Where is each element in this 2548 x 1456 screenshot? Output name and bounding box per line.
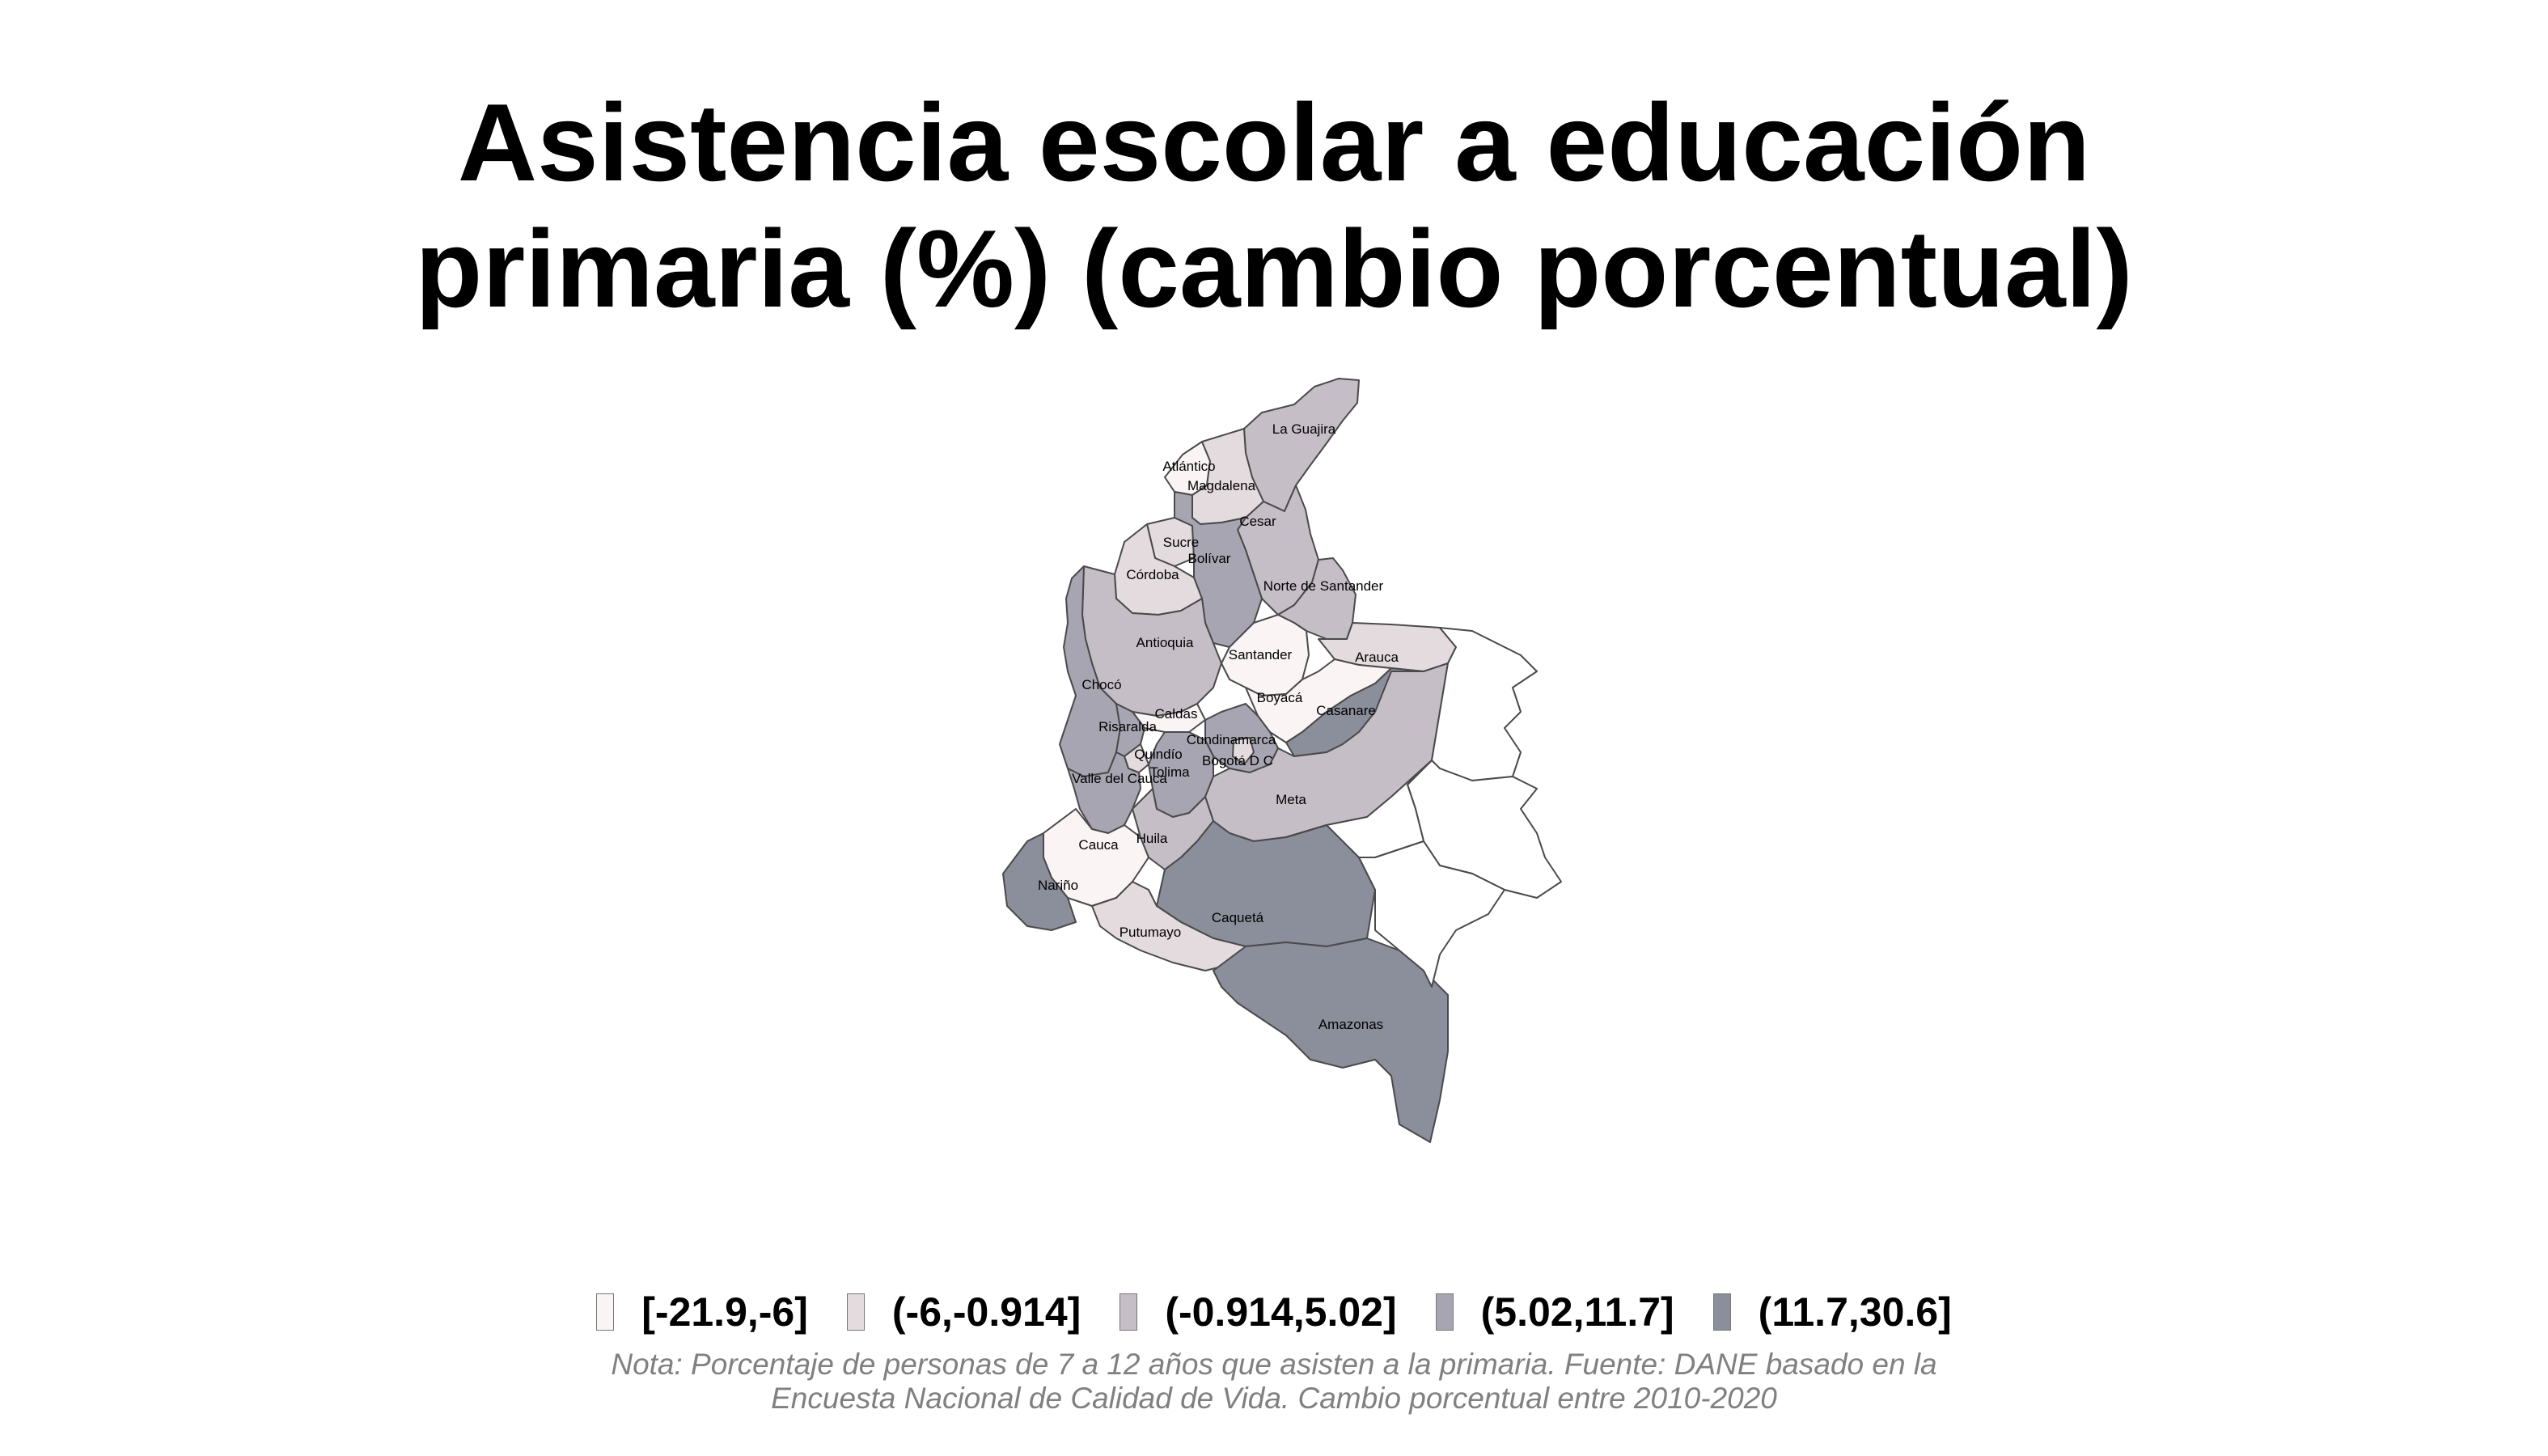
department-label: Córdoba bbox=[1126, 567, 1179, 582]
department-label: Valle del Cauca bbox=[1072, 771, 1167, 786]
department-label: Boyacá bbox=[1257, 690, 1303, 705]
department-label: Risaralda bbox=[1098, 719, 1157, 734]
department-label: Atlántico bbox=[1162, 459, 1215, 474]
legend-label: (11.7,30.6] bbox=[1759, 1289, 1952, 1335]
department-label: Magdalena bbox=[1187, 478, 1256, 493]
source-note-line-2: Encuesta Nacional de Calidad de Vida. Ca… bbox=[0, 1382, 2548, 1416]
department-label: Cauca bbox=[1078, 837, 1119, 853]
department-label: Meta bbox=[1276, 792, 1306, 807]
department-label: Putumayo bbox=[1120, 925, 1182, 940]
legend-item: [-21.9,-6] bbox=[596, 1289, 808, 1335]
source-note: Nota: Porcentaje de personas de 7 a 12 a… bbox=[0, 1348, 2548, 1416]
department-label: Norte de Santander bbox=[1263, 578, 1384, 594]
department-label: Cundinamarca bbox=[1187, 732, 1276, 747]
legend-label: (5.02,11.7] bbox=[1481, 1289, 1674, 1335]
department-label: Nariño bbox=[1038, 878, 1078, 893]
legend-label: (-0.914,5.02] bbox=[1165, 1289, 1396, 1335]
department-label: Huila bbox=[1136, 831, 1168, 846]
legend-item: (11.7,30.6] bbox=[1713, 1289, 1952, 1335]
department-label: Santander bbox=[1229, 647, 1293, 662]
department-amazonas bbox=[1213, 938, 1448, 1142]
legend-swatch bbox=[1713, 1293, 1731, 1331]
department-label: Caldas bbox=[1155, 706, 1198, 722]
department-label: Chocó bbox=[1081, 677, 1121, 692]
department-label: Sucre bbox=[1163, 535, 1199, 550]
department-label: Amazonas bbox=[1318, 1017, 1383, 1032]
department-label: Antioquia bbox=[1136, 635, 1194, 650]
legend-swatch bbox=[1436, 1293, 1454, 1331]
department-label: Quindío bbox=[1134, 747, 1183, 762]
legend-swatch bbox=[596, 1293, 614, 1331]
department-label: Bogotá D C bbox=[1202, 753, 1273, 768]
department-label: Bolívar bbox=[1188, 551, 1231, 566]
department-label: La Guajira bbox=[1272, 421, 1336, 437]
legend: [-21.9,-6] (-6,-0.914] (-0.914,5.02] (5.… bbox=[0, 1288, 2548, 1336]
legend-label: (-6,-0.914] bbox=[892, 1289, 1081, 1335]
legend-label: [-21.9,-6] bbox=[641, 1289, 808, 1335]
department-label: Caquetá bbox=[1212, 910, 1264, 925]
department-la-guajira bbox=[1244, 379, 1359, 511]
legend-item: (-6,-0.914] bbox=[847, 1289, 1081, 1335]
legend-item: (-0.914,5.02] bbox=[1120, 1289, 1396, 1335]
legend-swatch bbox=[847, 1293, 865, 1331]
legend-item: (5.02,11.7] bbox=[1436, 1289, 1674, 1335]
department-label: Casanare bbox=[1316, 703, 1376, 718]
legend-swatch bbox=[1120, 1293, 1137, 1331]
department-label: Cesar bbox=[1239, 514, 1276, 529]
department-label: Arauca bbox=[1355, 650, 1399, 665]
source-note-line-1: Nota: Porcentaje de personas de 7 a 12 a… bbox=[0, 1348, 2548, 1382]
department-polygons bbox=[1003, 379, 1561, 1142]
